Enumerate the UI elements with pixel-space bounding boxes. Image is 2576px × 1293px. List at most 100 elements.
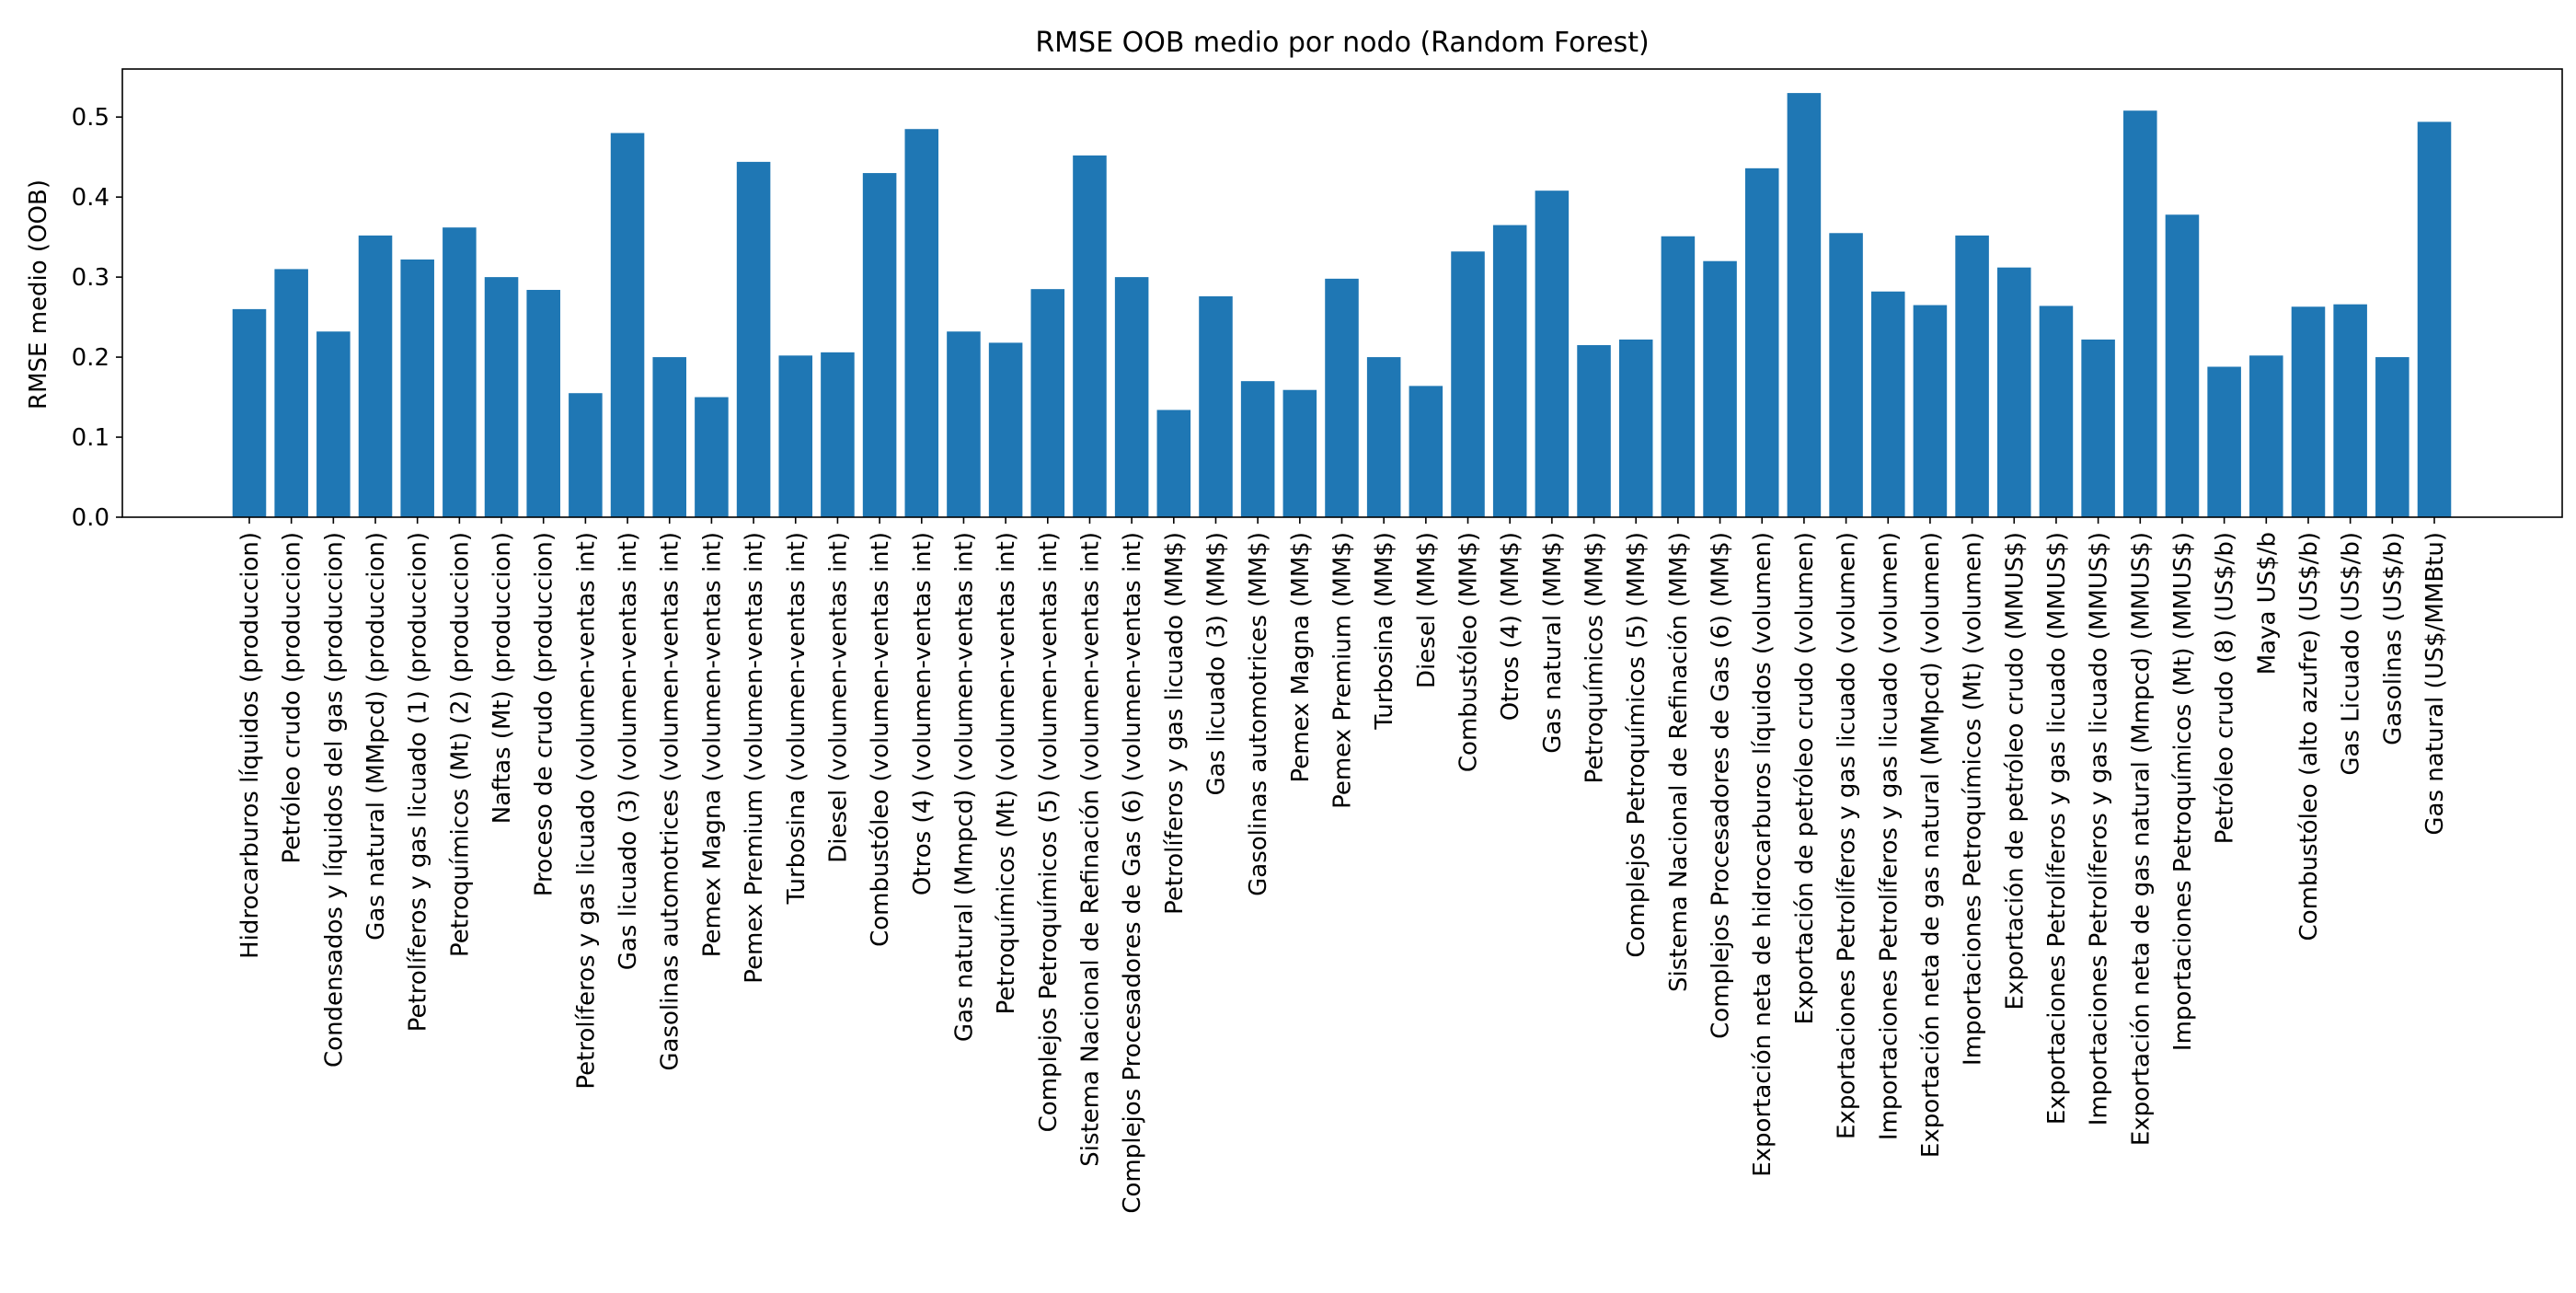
- bar: [1409, 386, 1443, 517]
- bar: [1913, 305, 1948, 517]
- x-tick-label: Pemex Magna (volumen-ventas int): [698, 532, 726, 957]
- y-tick-label: 0.3: [72, 264, 109, 292]
- bar: [316, 331, 351, 517]
- y-tick-label: 0.1: [72, 424, 109, 452]
- bar: [1114, 277, 1149, 517]
- bar: [988, 342, 1023, 517]
- x-tick-label: Exportación neta de gas natural (MMpcd) …: [1917, 532, 1945, 1158]
- bar: [1744, 167, 1779, 517]
- x-tick-label: Combustóleo (alto azufre) (US$/b): [2295, 532, 2323, 941]
- x-tick-label: Sistema Nacional de Refinación (volumen-…: [1076, 532, 1104, 1167]
- x-tick-label: Diesel (MM$): [1413, 532, 1441, 688]
- x-tick-label: Gas natural (US$/MMBtu): [2421, 532, 2449, 836]
- x-tick-label: Petrolíferos y gas licuado (MM$): [1161, 532, 1189, 915]
- x-tick-label: Gas Licuado (US$/b): [2338, 532, 2365, 776]
- bar: [1955, 235, 1989, 517]
- bar: [695, 397, 729, 517]
- bar: [1325, 278, 1359, 517]
- x-tick-label: Exportación neta de hidrocarburos líquid…: [1749, 532, 1777, 1177]
- bar: [2039, 306, 2074, 517]
- bar: [1492, 225, 1527, 517]
- x-axis-ticks: Hidrocarburos líquidos (produccion) Petró…: [236, 517, 2449, 1214]
- bar: [2375, 357, 2409, 517]
- x-tick-label: Combustóleo (MM$): [1455, 532, 1483, 772]
- chart-title: RMSE OOB medio por nodo (Random Forest): [1035, 27, 1649, 59]
- y-axis-ticks: 0.0 0.1 0.2 0.3 0.4 0.5: [72, 104, 122, 532]
- bar: [569, 393, 603, 517]
- bar: [1997, 267, 2031, 517]
- bar: [1661, 236, 1696, 517]
- bar: [1870, 291, 1905, 517]
- x-tick-label: Diesel (volumen-ventas int): [824, 532, 852, 863]
- bar: [1787, 93, 1822, 517]
- x-tick-label: Proceso de crudo (produccion): [531, 532, 558, 896]
- x-tick-label: Petrolíferos y gas licuado (volumen-vent…: [572, 532, 600, 1090]
- bar: [2207, 366, 2241, 517]
- y-tick-label: 0.4: [72, 184, 109, 212]
- x-tick-label: Exportación de petróleo crudo (MMUS$): [2001, 532, 2029, 1010]
- bar: [1703, 260, 1737, 517]
- x-tick-label: Exportaciones Petrolíferos y gas licuado…: [1834, 532, 1861, 1139]
- x-tick-label: Otros (4) (MM$): [1497, 532, 1524, 721]
- bar: [1073, 155, 1107, 518]
- x-tick-label: Petroquímicos (Mt) (volumen-ventas int): [993, 532, 1020, 1014]
- x-tick-label: Importaciones Petrolíferos y gas licuado…: [2086, 532, 2113, 1126]
- x-tick-label: Hidrocarburos líquidos (produccion): [236, 532, 264, 959]
- bar: [2123, 110, 2157, 517]
- bars-layer: [232, 93, 2452, 518]
- x-tick-label: Complejos Petroquímicos (5) (MM$): [1623, 532, 1650, 958]
- bar: [778, 355, 813, 517]
- bar: [904, 129, 939, 517]
- bar: [2333, 304, 2367, 517]
- x-tick-label: Gas natural (Mmpcd) (volumen-ventas int): [950, 532, 978, 1042]
- bar: [1535, 190, 1570, 517]
- bar: [947, 331, 981, 517]
- x-tick-label: Gas licuado (3) (volumen-ventas int): [615, 532, 642, 970]
- bar: [1030, 289, 1065, 517]
- x-tick-label: Exportaciones Petrolíferos y gas licuado…: [2043, 532, 2071, 1125]
- x-tick-label: Complejos Petroquímicos (5) (volumen-ven…: [1035, 532, 1063, 1132]
- x-tick-label: Turbosina (volumen-ventas int): [783, 532, 811, 905]
- x-tick-label: Petróleo crudo (8) (US$/b): [2212, 532, 2239, 844]
- x-tick-label: Condensados y líquidos del gas (producci…: [320, 532, 348, 1068]
- bar: [232, 308, 267, 517]
- bar: [2291, 306, 2326, 517]
- x-tick-label: Pemex Premium (MM$): [1329, 532, 1357, 809]
- bar: [1618, 339, 1653, 517]
- bar: [1282, 389, 1317, 517]
- bar: [526, 290, 560, 517]
- bar: [821, 352, 855, 517]
- bar: [484, 277, 519, 517]
- x-tick-label: Gas natural (MM$): [1539, 532, 1567, 754]
- x-tick-label: Importaciones Petroquímicos (Mt) (volume…: [1960, 532, 1987, 1066]
- x-tick-label: Petrolíferos y gas licuado (1) (producci…: [405, 532, 432, 1032]
- y-tick-label: 0.2: [72, 344, 109, 372]
- x-tick-label: Gasolinas automotrices (MM$): [1245, 532, 1272, 896]
- bar: [1829, 233, 1863, 517]
- bar: [358, 235, 393, 517]
- x-tick-label: Importaciones Petrolíferos y gas licuado…: [1875, 532, 1903, 1140]
- x-tick-label: Gas natural (MMpcd) (produccion): [362, 532, 390, 941]
- bar: [862, 173, 897, 518]
- x-tick-label: Gasolinas (US$/b): [2379, 532, 2407, 745]
- plot-frame: [121, 68, 2563, 518]
- bar: [2165, 214, 2200, 517]
- bar: [443, 227, 477, 517]
- x-tick-label: Complejos Procesadores de Gas (6) (MM$): [1708, 532, 1735, 1039]
- bar: [400, 259, 434, 517]
- x-tick-label: Maya US$/b: [2253, 532, 2281, 675]
- bar: [2081, 339, 2115, 517]
- bar: [2417, 121, 2452, 517]
- bar: [1577, 345, 1611, 517]
- x-tick-label: Petróleo crudo (produccion): [279, 532, 306, 864]
- x-tick-label: Turbosina (MM$): [1371, 532, 1398, 731]
- x-tick-label: Gasolinas automotrices (volumen-ventas i…: [657, 532, 684, 1071]
- bar: [1451, 251, 1485, 517]
- bar: [652, 357, 686, 517]
- bar: [736, 161, 771, 517]
- x-tick-label: Exportación de petróleo crudo (volumen): [1791, 532, 1819, 1024]
- bar: [2249, 355, 2283, 517]
- y-tick-label: 0.0: [72, 504, 109, 532]
- x-tick-label: Sistema Nacional de Refinación (MM$): [1665, 532, 1693, 992]
